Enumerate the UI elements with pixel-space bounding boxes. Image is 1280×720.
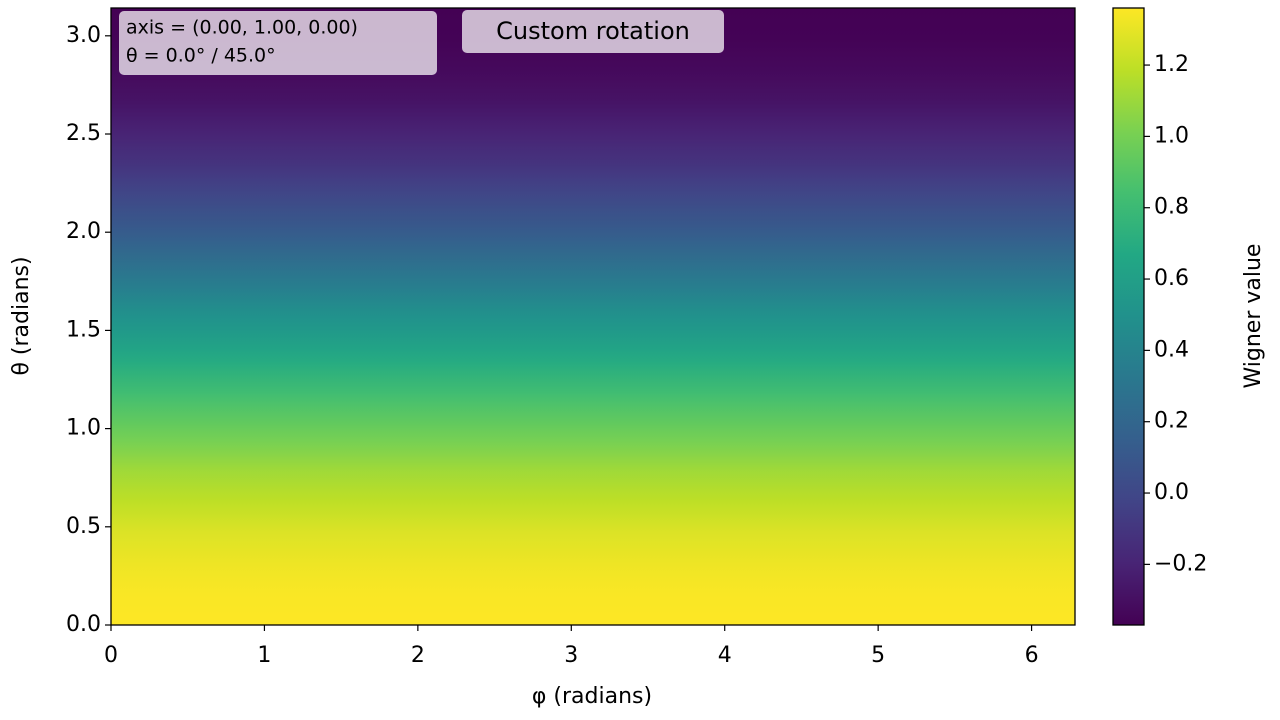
colorbar-tick-label: 0.2 <box>1154 409 1189 434</box>
heatmap-cell <box>111 84 1075 117</box>
heatmap-cell <box>111 516 1075 549</box>
heatmap-cell <box>111 270 1075 302</box>
colorbar <box>1112 7 1145 626</box>
x-tick-label: 1 <box>257 643 271 668</box>
x-tick-label: 3 <box>564 643 578 668</box>
y-tick-label: 1.0 <box>66 416 101 441</box>
annotation: θ = 0.0° / 45.0° <box>126 45 276 67</box>
colorbar-tick-label: 1.2 <box>1154 52 1189 77</box>
colorbar-label: Wigner value <box>1241 244 1266 389</box>
heatmap-cell <box>111 393 1075 426</box>
y-tick-label: 3.0 <box>66 23 101 48</box>
heatmap-cell <box>111 300 1075 333</box>
heatmap-cell <box>111 240 1075 272</box>
colorbar-tick-label: −0.2 <box>1154 551 1207 576</box>
heatmap-cell <box>111 455 1075 487</box>
x-tick-label: 4 <box>718 643 732 668</box>
heatmap-cell <box>111 609 1075 626</box>
heatmap-cell <box>111 146 1075 178</box>
x-tick-label: 2 <box>411 643 425 668</box>
heatmap-cell <box>111 116 1075 148</box>
x-tick-label: 6 <box>1025 643 1039 668</box>
plot-area <box>111 8 1075 626</box>
heatmap-cell <box>111 177 1075 210</box>
annotation-box <box>119 11 437 75</box>
heatmap-cell <box>111 424 1075 456</box>
colorbar-tick-label: 0.8 <box>1154 195 1189 220</box>
y-tick-label: 0.0 <box>66 612 101 637</box>
heatmap-cell <box>111 362 1075 394</box>
heatmap-cell <box>111 485 1075 518</box>
title-box <box>462 10 724 53</box>
colorbar-tick-label: 1.0 <box>1154 123 1189 148</box>
plot-frame <box>110 7 1076 626</box>
heatmap-cell <box>111 548 1075 580</box>
y-tick-label: 2.5 <box>66 121 101 146</box>
annotation: axis = (0.00, 1.00, 0.00) <box>126 17 358 39</box>
x-tick-label: 0 <box>104 643 118 668</box>
y-axis-label: θ (radians) <box>9 256 34 375</box>
colorbar-tick-label: 0.4 <box>1154 337 1189 362</box>
y-tick-label: 2.0 <box>66 219 101 244</box>
heatmap-cell <box>111 332 1075 364</box>
colorbar-tick-label: 0.0 <box>1154 480 1189 505</box>
colorbar-tick-label: 0.6 <box>1154 266 1189 291</box>
heatmap-cell <box>111 208 1075 241</box>
chart-title: Custom rotation <box>496 17 690 45</box>
heatmap-cell <box>111 578 1075 610</box>
x-tick-label: 5 <box>871 643 885 668</box>
y-tick-label: 1.5 <box>66 317 101 342</box>
y-tick-label: 0.5 <box>66 514 101 539</box>
x-axis-label: φ (radians) <box>532 684 652 709</box>
